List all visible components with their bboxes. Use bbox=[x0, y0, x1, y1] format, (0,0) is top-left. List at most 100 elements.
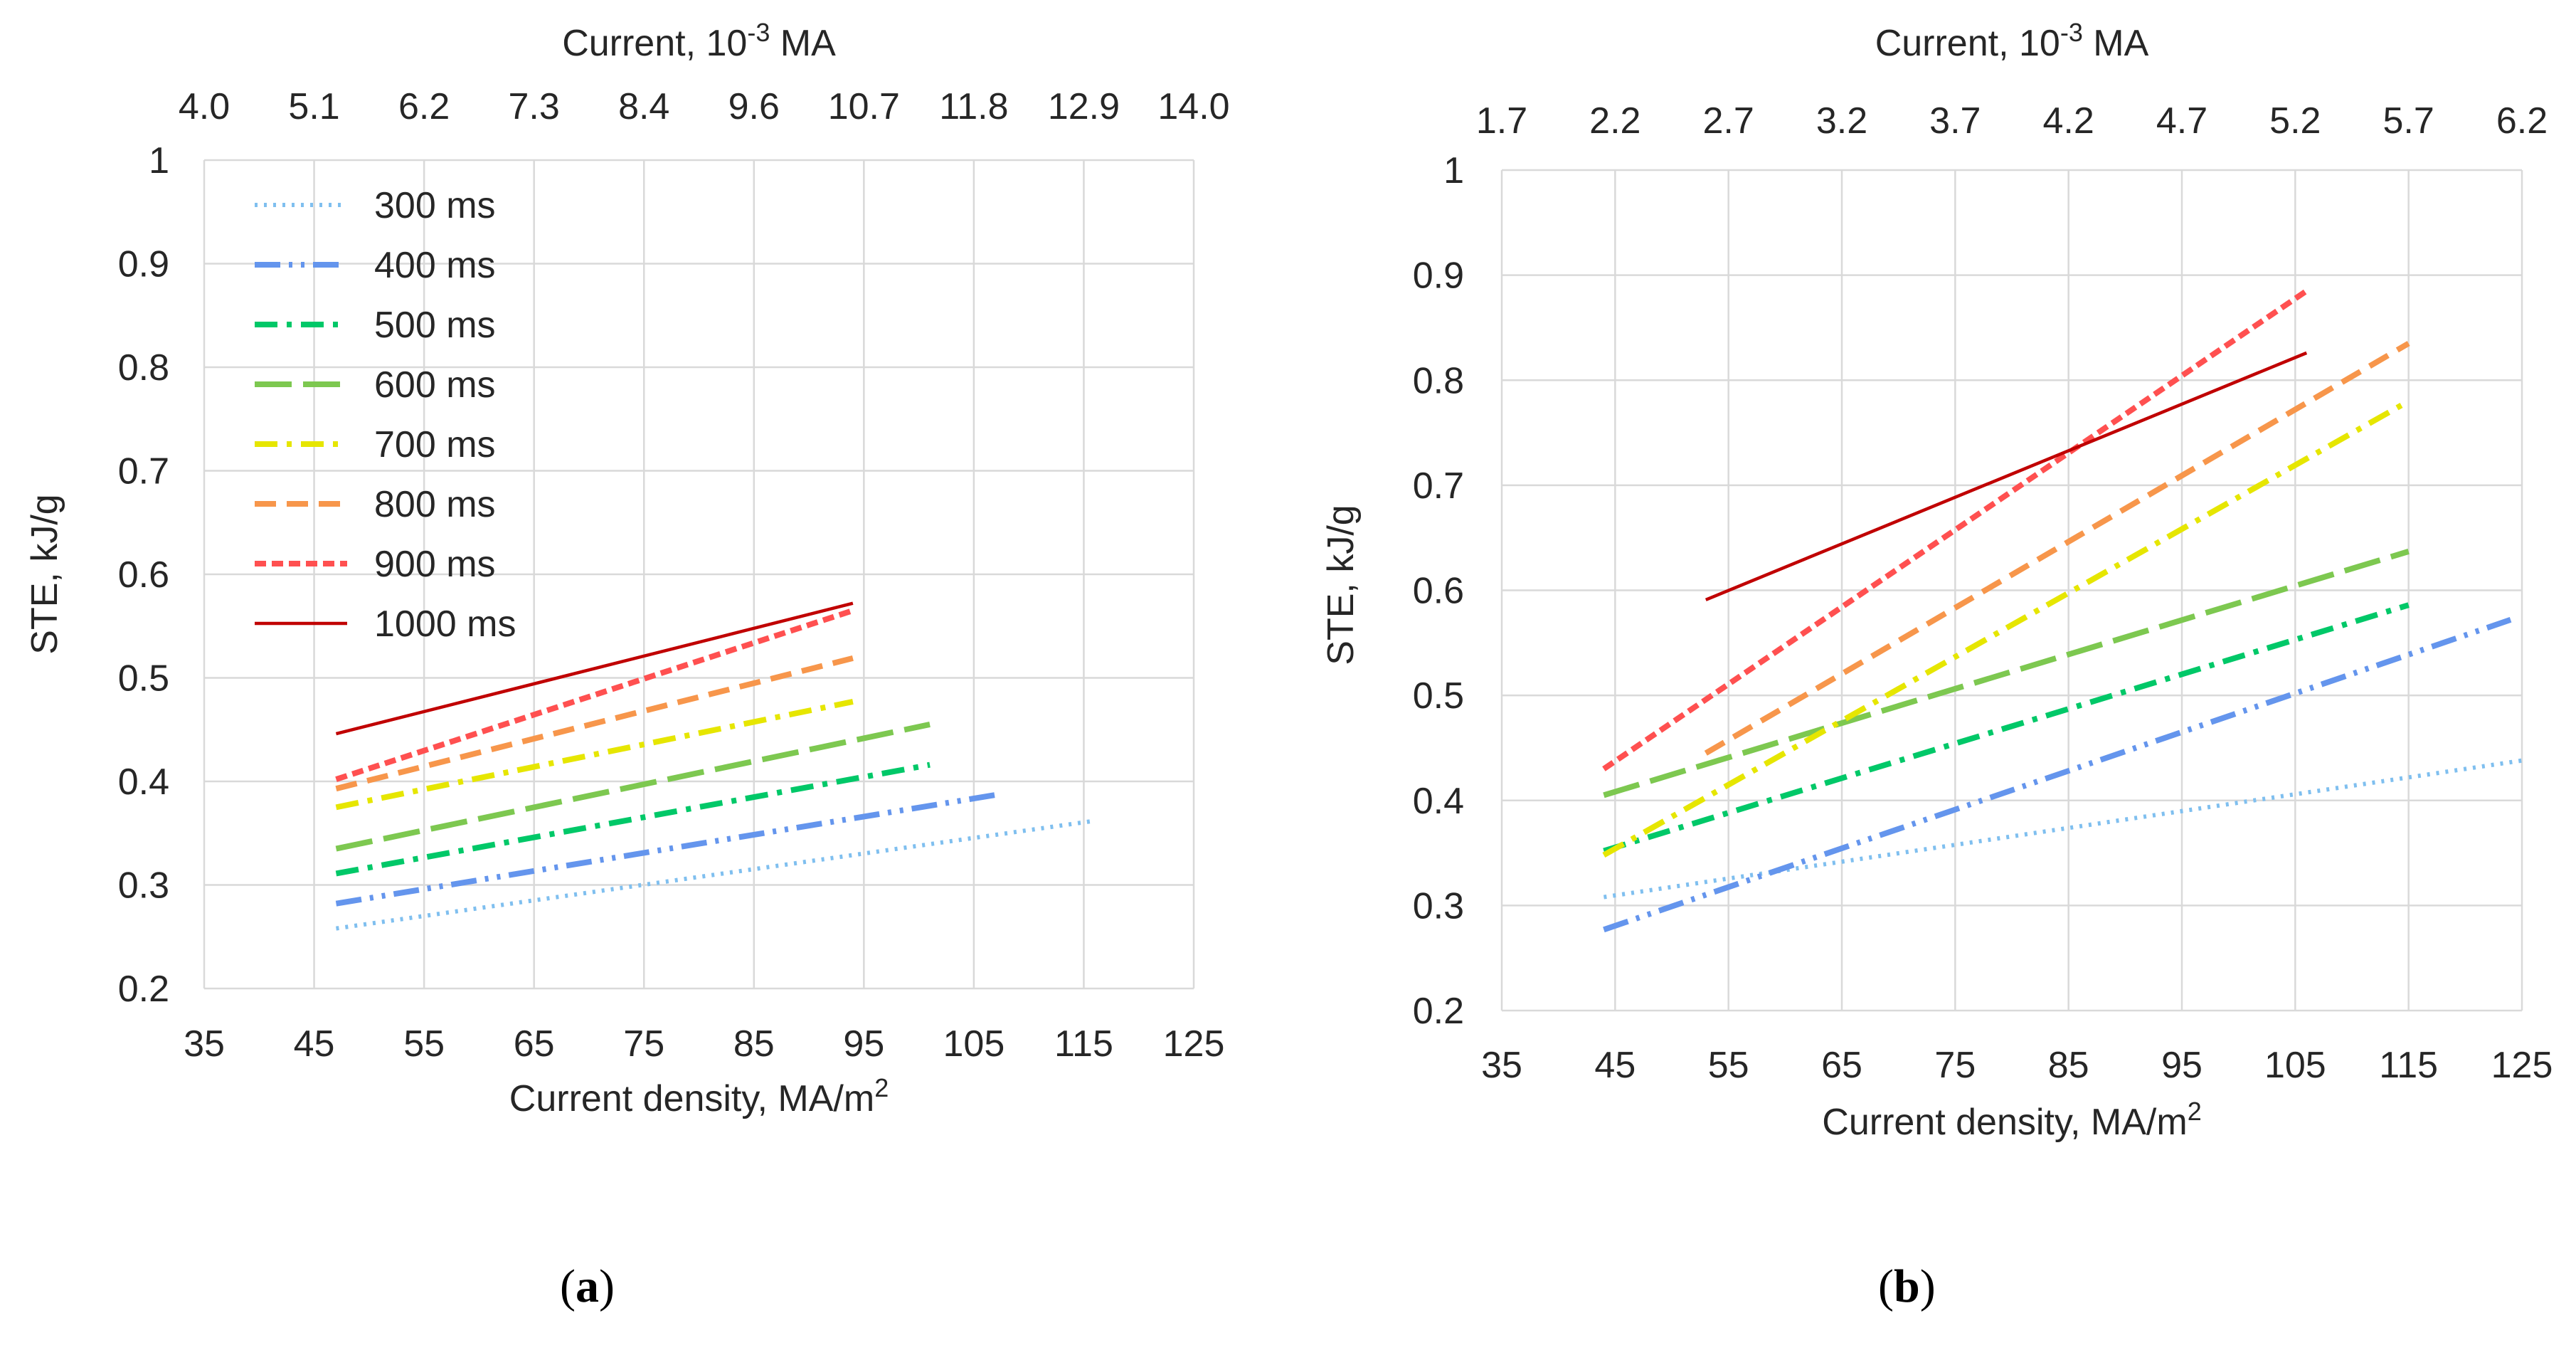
chart-b-y-tick-label: 0.3 bbox=[1413, 885, 1464, 927]
chart-a-top-axis-label-text: Current, 10 bbox=[562, 23, 747, 64]
chart-b-top-tick-label: 3.7 bbox=[1929, 100, 1981, 142]
chart-a-x-tick-label: 35 bbox=[184, 1023, 225, 1065]
chart-a-y-tick-label: 0.3 bbox=[118, 865, 169, 907]
chart-a-legend-label: 1000 ms bbox=[374, 603, 516, 645]
panel-b-letter: b bbox=[1893, 1260, 1920, 1312]
chart-a-x-tick-label: 45 bbox=[294, 1023, 335, 1065]
chart-a-top-tick-label: 4.0 bbox=[179, 86, 230, 127]
chart-b-x-tick-label: 45 bbox=[1594, 1045, 1636, 1086]
chart-a-top-axis-label-sup: -3 bbox=[747, 18, 770, 47]
chart-b-x-axis-label: Current density, MA/m2 bbox=[1822, 1097, 2201, 1143]
panel-a-close-paren: ) bbox=[598, 1260, 615, 1312]
chart-b-x-axis-label-sup: 2 bbox=[2188, 1097, 2202, 1126]
panel-b-close-paren: ) bbox=[1919, 1260, 1936, 1312]
chart-b-series-line-300ms bbox=[1603, 758, 2523, 900]
chart-a-top-tick-label: 11.8 bbox=[939, 86, 1008, 127]
chart-b-x-tick-label: 95 bbox=[2161, 1045, 2203, 1086]
chart-a-legend-label: 400 ms bbox=[374, 245, 496, 286]
chart-b-top-tick-label: 5.2 bbox=[2269, 100, 2321, 142]
chart-b-series-line-900ms bbox=[1602, 288, 2309, 771]
chart-a-legend: 300 ms 400 ms 500 ms 600 ms 700 ms 800 ms 900 … bbox=[255, 185, 516, 645]
chart-b-series-line-400ms bbox=[1603, 617, 2512, 933]
chart-b-x-tick-label: 35 bbox=[1481, 1045, 1522, 1086]
chart-b-top-tick-label: 4.7 bbox=[2156, 100, 2207, 142]
chart-a-legend-label: 700 ms bbox=[374, 424, 496, 465]
chart-a-x-axis-label-sup: 2 bbox=[874, 1073, 889, 1102]
chart-a-series-line-300ms bbox=[336, 818, 1096, 931]
chart-b-top-axis-label: Current, 10-3 MA bbox=[1875, 18, 2149, 64]
chart-a-y-tick-label: 0.5 bbox=[118, 658, 169, 700]
chart-b-y-axis-label: STE, kJ/g bbox=[1320, 505, 1362, 665]
chart-a-y-tick-label: 0.6 bbox=[118, 554, 169, 596]
chart-b-y-tick-label: 0.9 bbox=[1413, 255, 1464, 297]
panel-a-open-paren: ( bbox=[560, 1260, 576, 1312]
chart-a-series-line-700ms bbox=[335, 699, 854, 811]
chart-a-y-tick-label: 0.4 bbox=[118, 761, 169, 803]
chart-b-y-tick-label: 0.8 bbox=[1413, 360, 1464, 401]
chart-b-x-tick-label: 115 bbox=[2379, 1045, 2438, 1086]
chart-a-y-axis-label: STE, kJ/g bbox=[24, 494, 65, 654]
chart-a-top-tick-label: 7.3 bbox=[509, 86, 560, 127]
chart-b-series-line-1000ms bbox=[1705, 351, 2308, 601]
chart-a-y-tick-label: 1 bbox=[149, 140, 169, 181]
chart-a-top-tick-label: 12.9 bbox=[1048, 86, 1120, 127]
chart-a-x-axis-label: Current density, MA/m2 bbox=[509, 1073, 889, 1119]
chart-b-y-tick-label: 0.6 bbox=[1413, 571, 1464, 612]
chart-b-series-line-500ms bbox=[1603, 602, 2410, 854]
chart-a: 35 45 55 65 75 85 95 105 115 125 4.0 5.1 6.2 7.3 8.4 9.… bbox=[24, 18, 1230, 1119]
chart-a-x-tick-label: 65 bbox=[514, 1023, 555, 1065]
chart-b-top-tick-label: 3.2 bbox=[1816, 100, 1867, 142]
chart-a-legend-label: 300 ms bbox=[374, 185, 496, 226]
chart-a-series-line-900ms bbox=[335, 608, 854, 782]
chart-b-y-tick-label: 0.5 bbox=[1413, 675, 1464, 717]
chart-a-legend-label: 500 ms bbox=[374, 305, 496, 346]
chart-a-top-tick-label: 9.6 bbox=[728, 86, 780, 127]
chart-a-y-tick-label: 0.2 bbox=[118, 969, 169, 1010]
chart-a-top-tick-label: 8.4 bbox=[618, 86, 669, 127]
chart-a-y-tick-label: 0.9 bbox=[118, 244, 169, 285]
chart-a-legend-label: 600 ms bbox=[374, 364, 496, 406]
chart-b-y-tick-label: 0.2 bbox=[1413, 991, 1464, 1032]
chart-b-x-tick-label: 125 bbox=[2491, 1045, 2553, 1086]
chart-b-series-line-700ms bbox=[1602, 399, 2410, 858]
chart-b-top-tick-label: 1.7 bbox=[1476, 100, 1527, 142]
chart-b-x-tick-label: 75 bbox=[1934, 1045, 1976, 1086]
chart-b-series-line-600ms bbox=[1603, 549, 2410, 798]
chart-b-top-axis-label-unit: MA bbox=[2083, 23, 2149, 64]
chart-a-top-axis-label: Current, 10-3 MA bbox=[562, 18, 836, 64]
panel-a-letter: a bbox=[575, 1260, 599, 1312]
chart-b-top-tick-label: 2.2 bbox=[1589, 100, 1641, 142]
chart-a-top-tick-label: 6.2 bbox=[398, 86, 450, 127]
chart-a-x-tick-label: 75 bbox=[623, 1023, 664, 1065]
panel-label-b: (b) bbox=[1878, 1260, 1936, 1314]
chart-b-y-tick-label: 0.4 bbox=[1413, 781, 1464, 822]
chart-a-x-tick-label: 85 bbox=[733, 1023, 775, 1065]
chart-b-y-tick-label: 1 bbox=[1443, 150, 1464, 191]
chart-a-x-tick-label: 115 bbox=[1054, 1023, 1113, 1065]
chart-b-x-tick-label: 105 bbox=[2264, 1045, 2326, 1086]
chart-a-x-tick-label: 125 bbox=[1163, 1023, 1225, 1065]
chart-a-series-line-1000ms bbox=[335, 601, 854, 736]
chart-a-series-line-800ms bbox=[335, 655, 854, 792]
chart-a-y-tick-label: 0.7 bbox=[118, 451, 169, 492]
chart-b-x-tick-label: 55 bbox=[1708, 1045, 1749, 1086]
chart-b: 35 45 55 65 75 85 95 105 115 125 1.7 2.2 2.7 3.2 3.7 4.… bbox=[1320, 18, 2553, 1143]
panel-b-open-paren: ( bbox=[1878, 1260, 1894, 1312]
chart-b-y-tick-label: 0.7 bbox=[1413, 465, 1464, 507]
chart-a-x-tick-label: 55 bbox=[403, 1023, 445, 1065]
chart-b-top-tick-label: 4.2 bbox=[2043, 100, 2094, 142]
chart-a-x-axis-label-text: Current density, MA/m bbox=[509, 1078, 874, 1119]
chart-a-series-line-500ms bbox=[335, 761, 931, 877]
chart-b-series-line-800ms bbox=[1704, 341, 2410, 756]
panel-label-a: (a) bbox=[560, 1260, 615, 1314]
chart-b-top-tick-label: 6.2 bbox=[2496, 100, 2548, 142]
chart-b-x-tick-label: 85 bbox=[2048, 1045, 2089, 1086]
chart-b-top-tick-label: 5.7 bbox=[2383, 100, 2434, 142]
chart-a-top-axis-label-unit: MA bbox=[770, 23, 836, 64]
chart-a-x-tick-label: 105 bbox=[943, 1023, 1005, 1065]
chart-a-y-tick-label: 0.8 bbox=[118, 347, 169, 389]
chart-a-legend-label: 800 ms bbox=[374, 484, 496, 525]
chart-a-x-tick-label: 95 bbox=[843, 1023, 884, 1065]
chart-a-top-tick-label: 10.7 bbox=[828, 86, 900, 127]
chart-b-top-tick-label: 2.7 bbox=[1703, 100, 1754, 142]
